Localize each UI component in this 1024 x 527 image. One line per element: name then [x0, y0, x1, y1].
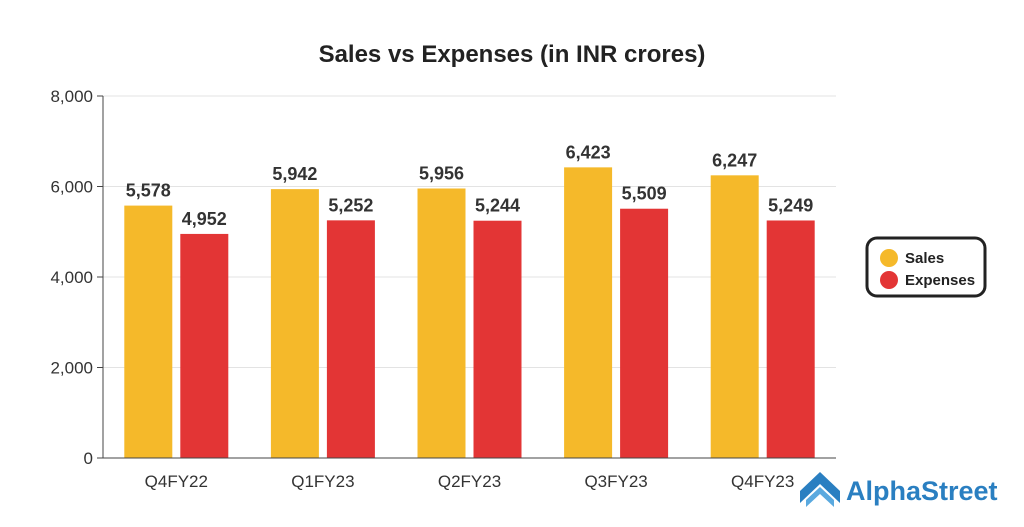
y-tick-label: 4,000: [50, 268, 93, 287]
y-tick-label: 8,000: [50, 87, 93, 106]
alphastreet-logo-text: AlphaStreet: [846, 476, 998, 506]
data-label: 5,252: [328, 195, 373, 215]
bar-sales-q4fy23: [710, 175, 759, 459]
y-axis: 0 2,000 4,000 6,000 8,000: [50, 87, 104, 468]
x-axis: Q4FY22 Q1FY23 Q2FY23 Q3FY23 Q4FY23: [103, 457, 836, 491]
legend-marker-expenses: [880, 271, 898, 289]
legend-marker-sales: [880, 249, 898, 267]
data-label: 5,244: [475, 196, 520, 216]
alphastreet-chevron-icon: [800, 472, 840, 507]
y-tick-label: 6,000: [50, 178, 93, 197]
bar-sales-q1fy23: [270, 189, 319, 458]
data-label: 6,247: [712, 150, 757, 170]
x-tick-label: Q1FY23: [291, 472, 354, 491]
legend-label-sales: Sales: [905, 250, 944, 267]
chart-title: Sales vs Expenses (in INR crores): [319, 41, 706, 68]
alphastreet-logo: AlphaStreet: [800, 472, 998, 507]
y-tick-label: 2,000: [50, 359, 93, 378]
bar-expenses-q3fy23: [620, 208, 669, 458]
bar-sales-q2fy23: [417, 188, 466, 458]
x-tick-label: Q2FY23: [438, 472, 501, 491]
y-tick-label: 0: [84, 449, 93, 468]
legend-label-expenses: Expenses: [905, 272, 975, 289]
data-label: 5,249: [768, 195, 813, 215]
data-label: 5,942: [272, 164, 317, 184]
bar-expenses-q4fy22: [180, 233, 229, 458]
bars: 5,578 4,952 5,942 5,252 5,956 5,244 6,423 5,509…: [124, 142, 815, 459]
x-tick-label: Q3FY23: [584, 472, 647, 491]
data-label: 6,423: [566, 142, 611, 162]
data-label: 5,578: [126, 181, 171, 201]
x-tick-label: Q4FY22: [145, 472, 208, 491]
data-label: 5,956: [419, 163, 464, 183]
bar-sales-q4fy22: [124, 205, 173, 458]
bar-sales-q3fy23: [564, 167, 613, 458]
x-tick-label: Q4FY23: [731, 472, 794, 491]
data-label: 5,509: [622, 184, 667, 204]
legend: Sales Expenses: [865, 236, 987, 298]
bar-expenses-q4fy23: [766, 220, 815, 458]
bar-expenses-q1fy23: [326, 220, 375, 458]
data-label: 4,952: [182, 209, 227, 229]
bar-expenses-q2fy23: [473, 220, 522, 458]
